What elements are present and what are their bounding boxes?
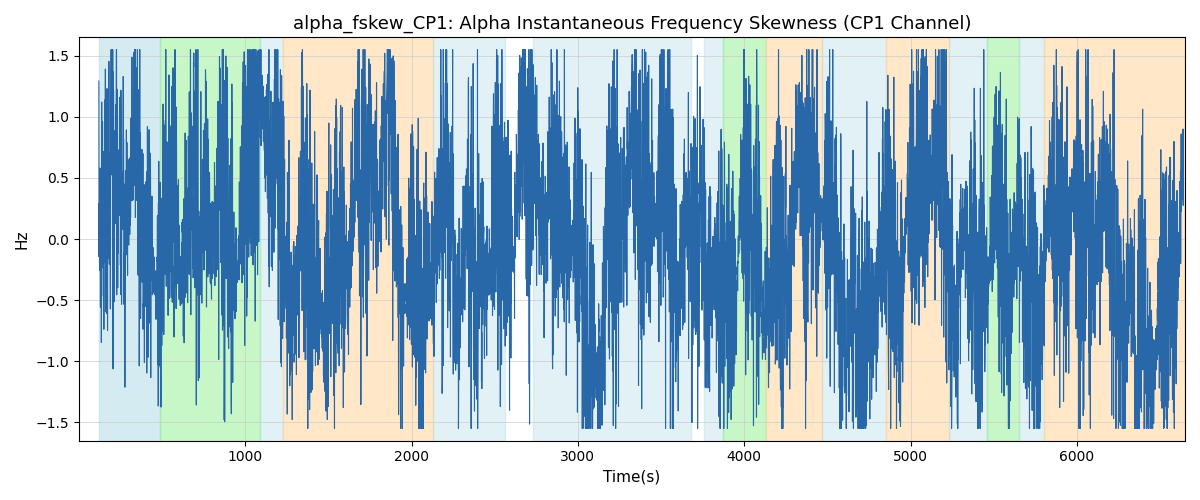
Bar xyxy=(1044,38,1184,440)
Bar xyxy=(886,38,949,440)
Bar xyxy=(822,38,886,440)
Bar xyxy=(283,38,433,440)
Bar xyxy=(722,38,766,440)
Bar xyxy=(533,38,691,440)
Bar xyxy=(1019,38,1044,440)
Bar xyxy=(704,38,722,440)
Bar xyxy=(433,38,505,440)
Bar xyxy=(98,38,161,440)
Title: alpha_fskew_CP1: Alpha Instantaneous Frequency Skewness (CP1 Channel): alpha_fskew_CP1: Alpha Instantaneous Fre… xyxy=(293,15,971,34)
Bar xyxy=(260,38,283,440)
Bar xyxy=(766,38,822,440)
Bar xyxy=(988,38,1019,440)
Bar xyxy=(949,38,988,440)
Bar xyxy=(161,38,260,440)
X-axis label: Time(s): Time(s) xyxy=(604,470,660,485)
Y-axis label: Hz: Hz xyxy=(14,230,30,249)
